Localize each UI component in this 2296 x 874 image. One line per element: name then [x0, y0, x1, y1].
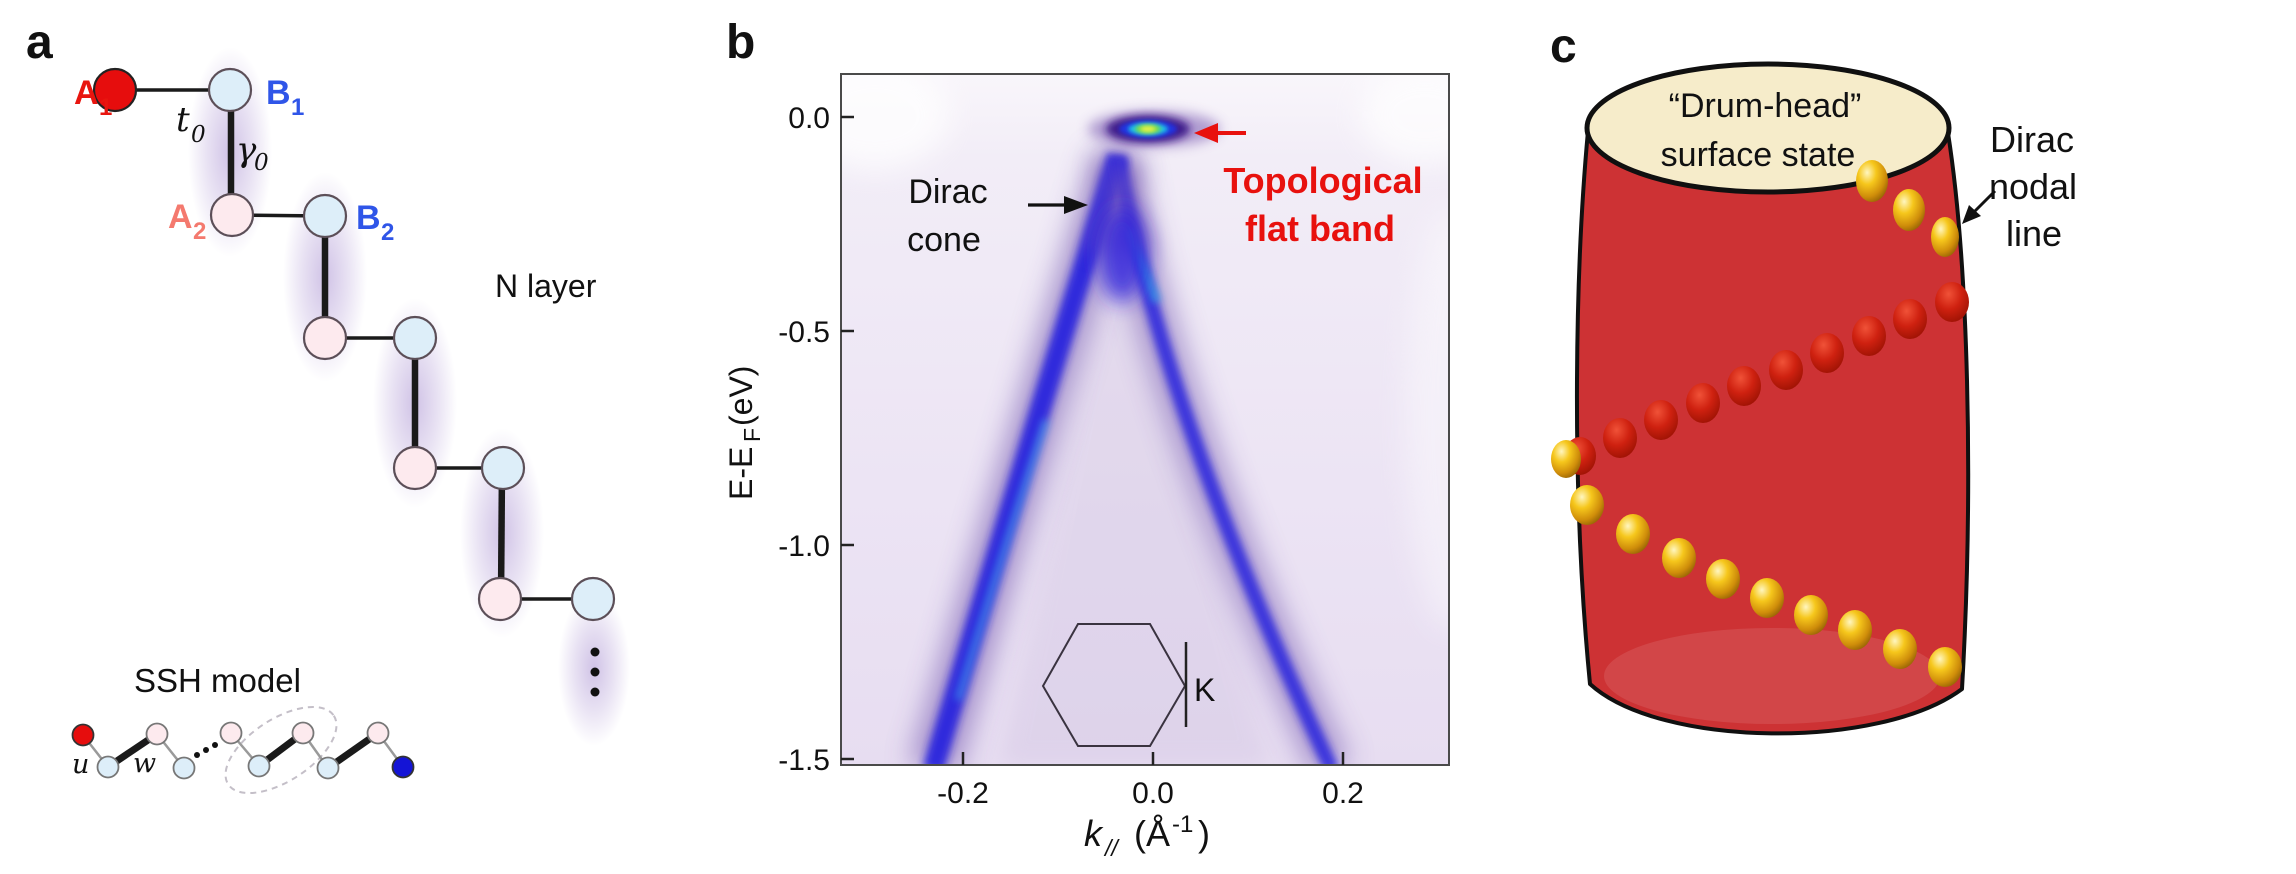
svg-text:Dirac: Dirac — [1990, 119, 2074, 160]
panel-c: c “Drum-head” surface state — [1550, 20, 2077, 736]
site-labels: A 1 B 1 A 2 B 2 t 0 γ 0 — [74, 74, 394, 246]
svg-text:(eV): (eV) — [723, 366, 759, 426]
ssh-bonds — [82, 730, 405, 771]
site-a2-label: A — [168, 198, 193, 236]
x-axis-label: k // (Å -1 ) — [1084, 811, 1210, 861]
svg-text:F: F — [739, 428, 765, 442]
site-a2-sub: 2 — [193, 218, 206, 245]
svg-text:0.0: 0.0 — [788, 102, 830, 135]
dirac-cone-annotation: Dirac cone — [907, 173, 1088, 259]
flat-band-arrowhead-icon — [1194, 123, 1218, 143]
site-b4-circle — [480, 445, 526, 491]
svg-text:cone: cone — [907, 221, 981, 259]
svg-text://: // — [1103, 835, 1120, 861]
cone-interior-shade — [1000, 180, 1270, 765]
svg-text:): ) — [1198, 813, 1210, 854]
site-b3-circle — [392, 315, 438, 361]
plot-frame — [840, 73, 1450, 766]
site-a3-circle — [302, 315, 348, 361]
ssh-site-blue-end — [391, 755, 415, 779]
ssh-model-inset: SSH model — [71, 662, 415, 795]
ssh-unit-cell-ellipse — [224, 705, 338, 795]
nodal-line-arrow — [1972, 189, 1997, 214]
svg-text:flat band: flat band — [1245, 208, 1395, 249]
nodal-line-back-spheres — [1564, 282, 1969, 475]
vertical-ellipsis-icon — [590, 647, 600, 697]
flat-band-spot — [1088, 111, 1220, 147]
svg-text:k: k — [1084, 813, 1104, 854]
svg-text:Topological: Topological — [1223, 160, 1422, 201]
panel-a: a — [26, 16, 630, 795]
drumhead-label-line2: surface state — [1661, 136, 1856, 174]
hopping-t0-sub: 0 — [191, 122, 206, 148]
dirac-nodal-line-annotation: Dirac nodal line — [1962, 119, 2077, 254]
site-b2-circle — [302, 193, 348, 239]
nodal-line-sphere — [1935, 282, 1969, 322]
site-a5-circle — [477, 576, 523, 622]
svg-text:-0.5: -0.5 — [778, 316, 830, 349]
arpes-heatmap — [841, 74, 1449, 765]
lattice-sites — [92, 67, 616, 622]
site-b1-sub: 1 — [291, 94, 304, 121]
n-layer-label: N layer — [495, 268, 597, 304]
drumhead-label-line1: “Drum-head” — [1669, 87, 1862, 125]
ssh-u-label: u — [72, 749, 89, 780]
nodal-line-sphere — [1856, 160, 1888, 202]
svg-text:-1.0: -1.0 — [778, 530, 830, 563]
svg-text:Dirac: Dirac — [908, 173, 987, 211]
nodal-line-front-spheres — [1551, 160, 1962, 687]
site-b1-circle — [207, 67, 253, 113]
axis-ticks — [841, 115, 1345, 765]
svg-text:-1: -1 — [1172, 811, 1193, 838]
site-a2-circle — [209, 192, 255, 238]
site-b2-sub: 2 — [381, 219, 394, 246]
cylinder-bottom-sheen — [1604, 628, 1940, 724]
x-tick-labels: -0.2 0.0 0.2 — [937, 777, 1364, 810]
site-b1-label: B — [266, 74, 291, 112]
svg-text:-0.2: -0.2 — [937, 777, 989, 810]
svg-text:0.0: 0.0 — [1132, 777, 1174, 810]
nodal-line-arrowhead-icon — [1962, 205, 1981, 224]
svg-text:(Å: (Å — [1134, 813, 1170, 854]
hopping-gamma0-sub: 0 — [254, 150, 269, 176]
site-a1-sub: 1 — [99, 94, 112, 121]
k-point-label: K — [1194, 672, 1215, 708]
hopping-t0-label: t — [176, 100, 190, 140]
svg-text:0.2: 0.2 — [1322, 777, 1364, 810]
ssh-site-red-end — [71, 723, 95, 747]
brillouin-zone-inset — [1041, 623, 1188, 747]
y-axis-label: E-E F (eV) — [723, 366, 765, 500]
site-b2-label: B — [356, 199, 381, 237]
svg-text:-1.5: -1.5 — [778, 744, 830, 777]
panel-c-label: c — [1550, 20, 1577, 73]
svg-text:E-E: E-E — [723, 447, 759, 500]
site-b5-circle — [570, 576, 616, 622]
ssh-title: SSH model — [134, 662, 301, 699]
drumhead-top-face — [1584, 61, 1952, 195]
ssh-chain-ellipsis-icon — [194, 742, 218, 758]
svg-text:nodal: nodal — [1989, 166, 2077, 207]
ssh-w-label: w — [133, 748, 156, 779]
ssh-sites — [71, 721, 415, 780]
dirac-cone-arrowhead-icon — [1064, 196, 1088, 214]
panel-a-label: a — [26, 16, 53, 69]
panel-b-label: b — [726, 16, 755, 69]
svg-text:line: line — [2006, 213, 2062, 254]
site-a1-label: A — [74, 74, 99, 112]
site-a1-circle — [92, 67, 138, 113]
hopping-gamma0-label: γ — [236, 130, 257, 170]
panel-b: b — [723, 16, 1450, 861]
y-tick-labels: 0.0 -0.5 -1.0 -1.5 — [778, 102, 830, 777]
flat-band-annotation: Topological flat band — [1194, 123, 1423, 249]
site-a4-circle — [392, 445, 438, 491]
